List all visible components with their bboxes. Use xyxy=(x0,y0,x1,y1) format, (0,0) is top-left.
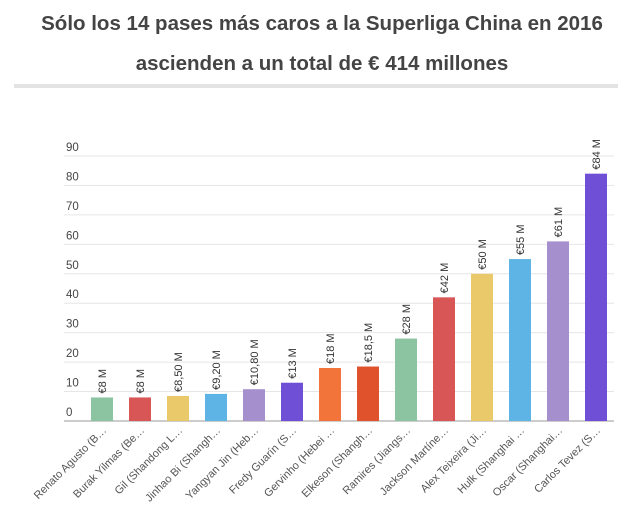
data-label: €84 M xyxy=(591,139,603,170)
data-label: €8 M xyxy=(135,369,147,393)
x-tick-label: Renato Agusto (B… xyxy=(32,425,109,502)
data-label: €13 M xyxy=(287,348,299,379)
x-tick-label: Jinhao Bi (Shangh… xyxy=(143,425,223,505)
y-tick-label: 20 xyxy=(66,348,79,360)
title-divider xyxy=(14,84,618,88)
x-tick-label: Fredy Guarín (S… xyxy=(227,425,299,497)
bar xyxy=(91,397,113,421)
data-label: €18 M xyxy=(325,333,337,364)
x-tick-label: Oscar (Shanghai… xyxy=(490,425,565,500)
x-tick-label: Ramires (Jiangs… xyxy=(341,425,413,497)
y-tick-label: 40 xyxy=(66,289,79,301)
data-label: €9,20 M xyxy=(211,350,223,390)
x-tick-label: Yangyan Jin (Heb… xyxy=(184,425,262,503)
x-tick-label: Gil (Shandong L… xyxy=(113,425,185,497)
y-tick-label: 10 xyxy=(66,378,79,390)
x-tick-label: Hulk (Shanghai … xyxy=(456,425,528,497)
x-tick-label: Elkeson (Shangh… xyxy=(300,425,376,501)
data-label: €50 M xyxy=(477,239,489,270)
bar xyxy=(395,338,417,421)
data-label: €42 M xyxy=(439,263,451,294)
y-tick-label: 80 xyxy=(66,171,79,183)
x-tick-label: Gervinho (Hebei … xyxy=(262,425,337,500)
y-tick-label: 60 xyxy=(66,230,79,242)
bar xyxy=(243,389,265,421)
bar xyxy=(433,297,455,421)
chart-title-line-1: Sólo los 14 pases más caros a la Superli… xyxy=(41,12,603,35)
chart-title-line-2: ascienden a un total de € 414 millones xyxy=(135,52,509,75)
x-tick-label: Alex Teixeira (Ji… xyxy=(419,425,490,496)
data-label: €10,80 M xyxy=(249,339,261,385)
bar xyxy=(319,368,341,421)
data-label: €61 M xyxy=(553,207,565,238)
bar xyxy=(547,241,569,421)
bar xyxy=(357,366,379,421)
y-tick-label: 30 xyxy=(66,319,79,331)
x-tick-label: Carlos Tevez (S… xyxy=(532,425,603,496)
data-label: €18,5 M xyxy=(363,323,375,363)
data-label: €8 M xyxy=(97,369,109,393)
x-tick-label: Jackson Martíne… xyxy=(378,425,451,498)
bar xyxy=(129,397,151,421)
bar xyxy=(167,395,189,421)
y-tick-label: 50 xyxy=(66,260,79,272)
bar xyxy=(205,393,227,421)
chart-title: Sólo los 14 pases más caros a la Superli… xyxy=(0,4,644,84)
bar xyxy=(509,259,531,421)
bar xyxy=(281,382,303,421)
bar xyxy=(471,273,493,421)
data-label: €8,50 M xyxy=(173,352,185,392)
y-tick-label: 90 xyxy=(66,142,79,154)
y-tick-label: 70 xyxy=(66,201,79,213)
x-tick-label: Burak Yilmas (Be… xyxy=(71,425,147,501)
data-label: €55 M xyxy=(515,224,527,255)
bar xyxy=(585,173,607,421)
y-tick-label: 0 xyxy=(66,407,72,419)
data-label: €28 M xyxy=(401,304,413,335)
